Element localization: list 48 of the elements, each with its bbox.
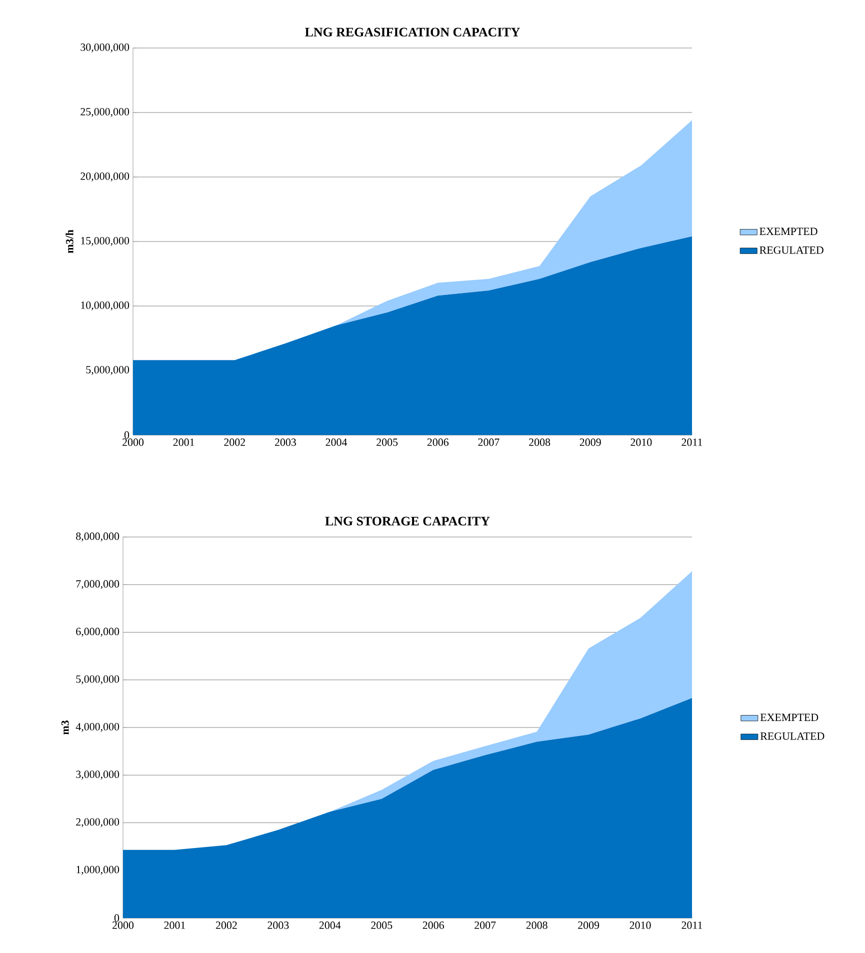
y-tick-label: 6,000,000 (76, 628, 120, 637)
x-tick-label: 2002 (224, 438, 245, 446)
x-tick-label: 2003 (268, 922, 289, 929)
y-tick-label: 8,000,000 (76, 532, 120, 542)
x-tick-label: 2005 (376, 438, 398, 446)
x-tick-label: 2006 (427, 438, 449, 446)
y-tick-label: 20,000,000 (80, 172, 130, 182)
y-tick-label: 4,000,000 (76, 723, 120, 732)
y-axis-title: m3 (61, 720, 69, 734)
y-tick-label: 2,000,000 (76, 818, 120, 828)
x-tick-label: 2003 (274, 438, 296, 446)
x-tick-label: 2000 (122, 438, 144, 446)
y-tick-label: 3,000,000 (76, 770, 120, 780)
legend-label: EXEMPTED (760, 714, 818, 721)
chart-title: LNG STORAGE CAPACITY (325, 516, 490, 526)
x-tick-label: 2009 (578, 922, 600, 929)
y-tick-label: 5,000,000 (86, 366, 130, 375)
y-tick-label: 30,000,000 (80, 44, 130, 52)
x-tick-label: 2000 (112, 922, 134, 929)
x-tick-label: 2009 (580, 438, 601, 446)
x-tick-label: 2010 (630, 922, 651, 929)
chart-title: LNG REGASIFICATION CAPACITY (305, 28, 520, 36)
x-tick-label: 2008 (529, 438, 550, 446)
x-tick-label: 2004 (326, 438, 348, 446)
y-tick-label: 15,000,000 (81, 237, 130, 246)
x-tick-label: 2001 (164, 922, 186, 929)
y-tick-label: 0 (124, 431, 130, 439)
y-tick-label: 10,000,000 (81, 302, 130, 310)
x-tick-label: 2001 (173, 438, 194, 446)
y-tick-label: 0 (114, 914, 120, 922)
x-tick-label: 2005 (371, 922, 392, 929)
x-tick-label: 2011 (682, 922, 702, 929)
legend-label: EXEMPTED (760, 228, 818, 235)
x-tick-label: 2007 (478, 438, 500, 446)
x-tick-label: 2004 (319, 922, 341, 929)
y-tick-label: 5,000,000 (76, 675, 120, 684)
legend-label: REGULATED (760, 732, 824, 740)
x-tick-label: 2002 (216, 922, 237, 929)
x-tick-label: 2011 (682, 438, 702, 446)
x-tick-label: 2008 (526, 922, 548, 929)
x-tick-label: 2007 (474, 922, 496, 929)
x-tick-label: 2010 (630, 438, 652, 446)
legend-label: REGULATED (760, 246, 824, 254)
y-tick-label: 1,000,000 (76, 866, 120, 875)
y-axis-title: m3/h (66, 230, 74, 254)
y-tick-label: 7,000,000 (76, 580, 120, 590)
y-tick-label: 25,000,000 (80, 108, 130, 117)
x-tick-label: 2006 (422, 922, 444, 929)
